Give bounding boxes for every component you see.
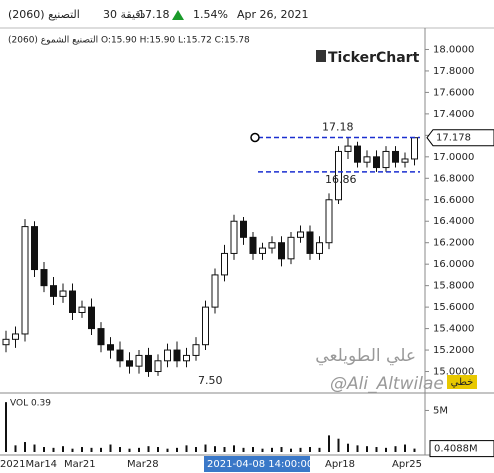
candle-body xyxy=(107,344,114,351)
candle-body xyxy=(382,150,390,169)
candle-body xyxy=(344,145,352,152)
volume-tag-label: 0.4088M xyxy=(434,444,478,455)
candle-body xyxy=(373,156,380,169)
candle-body xyxy=(97,328,105,346)
candle-body xyxy=(202,306,209,346)
volume-tag xyxy=(429,440,494,458)
candle-body xyxy=(297,231,304,238)
candle-body xyxy=(354,145,361,163)
volume-title: VOL 0.39 xyxy=(10,399,51,409)
candle-body xyxy=(392,150,399,163)
candle-body xyxy=(363,156,371,163)
candle-body xyxy=(240,220,247,238)
y-tick-label: 18.0000 xyxy=(433,44,474,55)
line-tag: خطي xyxy=(451,377,474,388)
candle-body xyxy=(278,242,285,260)
candle-body xyxy=(59,290,67,297)
candle-body xyxy=(211,274,219,308)
volume-tick-label: 5M xyxy=(433,405,448,416)
candle-body xyxy=(69,290,76,313)
level-label: 17.18 xyxy=(322,121,354,134)
candle-body xyxy=(325,199,333,244)
candle-body xyxy=(306,231,314,254)
x-tick-label: 2021Mar14 xyxy=(0,459,57,470)
candle-body xyxy=(135,354,143,367)
y-tick-label: 15.0000 xyxy=(433,367,474,378)
price: 17.18 xyxy=(138,8,170,21)
interval: 30 دقيقة xyxy=(103,8,146,21)
cursor-box xyxy=(204,456,310,472)
candle-body xyxy=(335,150,342,201)
cursor-label: 2021-04-08 14:00:00 xyxy=(207,459,313,470)
candle-body xyxy=(12,333,19,340)
candle-body xyxy=(316,242,323,254)
candle-body xyxy=(145,354,152,373)
x-tick-label: Apr25 xyxy=(392,459,422,470)
line-tag-box xyxy=(447,375,477,389)
y-tick-label: 16.8000 xyxy=(433,173,474,184)
candle-body xyxy=(126,360,133,367)
logo-icon xyxy=(316,50,326,62)
y-tick-label: 16.4000 xyxy=(433,216,474,227)
candle-body xyxy=(183,354,190,362)
y-tick-label: 17.8000 xyxy=(433,66,474,77)
watermark: علي الطويلعي xyxy=(315,346,416,366)
candle-body xyxy=(230,220,238,254)
y-tick-label: 15.2000 xyxy=(433,345,474,356)
y-tick-label: 16.2000 xyxy=(433,238,474,249)
candle-body xyxy=(221,252,228,276)
y-tick-label: 16.6000 xyxy=(433,195,474,206)
candle-body xyxy=(78,306,86,313)
symbol: التصنيع (2060) xyxy=(8,8,80,21)
candle-body xyxy=(154,360,162,373)
candle-body xyxy=(411,137,418,160)
y-tick-label: 17.6000 xyxy=(433,87,474,98)
x-tick-label: Mar28 xyxy=(127,459,159,470)
level-label: 16.86 xyxy=(325,173,357,186)
price-tag xyxy=(426,129,494,147)
candle-body xyxy=(116,349,124,362)
candle-body xyxy=(268,242,276,249)
candle-body xyxy=(2,338,10,346)
candle-body xyxy=(40,269,48,287)
candle-body xyxy=(173,349,181,362)
watermark: @Ali_Altwilae xyxy=(330,374,444,394)
y-tick-label: 17.0000 xyxy=(433,152,474,163)
legend-text: التصنيع الشموع (2060) O:15.90 H:15.90 L:… xyxy=(8,36,250,46)
y-tick-label: 16.0000 xyxy=(433,259,474,270)
logo: TickerChart xyxy=(328,50,420,66)
level-handle xyxy=(250,132,260,143)
low-label: 7.50 xyxy=(198,374,223,387)
candle-body xyxy=(249,236,257,254)
y-tick-label: 17.4000 xyxy=(433,109,474,120)
y-tick-label: 15.6000 xyxy=(433,302,474,313)
candle-body xyxy=(164,349,171,362)
change: 1.54% xyxy=(193,8,228,21)
candle-body xyxy=(259,247,266,254)
x-tick-label: Apr18 xyxy=(325,459,355,470)
y-tick-label: 15.8000 xyxy=(433,281,474,292)
up-arrow xyxy=(172,10,184,20)
price-tag-label: 17.178 xyxy=(436,133,471,144)
date: Apr 26, 2021 xyxy=(237,8,309,21)
candle-body xyxy=(401,158,409,163)
candle-body xyxy=(88,306,95,330)
candle-body xyxy=(21,226,29,335)
candle-body xyxy=(31,226,38,271)
candle-body xyxy=(192,344,200,356)
y-tick-label: 15.4000 xyxy=(433,324,474,335)
candle-body xyxy=(50,285,57,297)
candle-body xyxy=(287,236,295,260)
x-tick-label: Mar21 xyxy=(64,459,96,470)
